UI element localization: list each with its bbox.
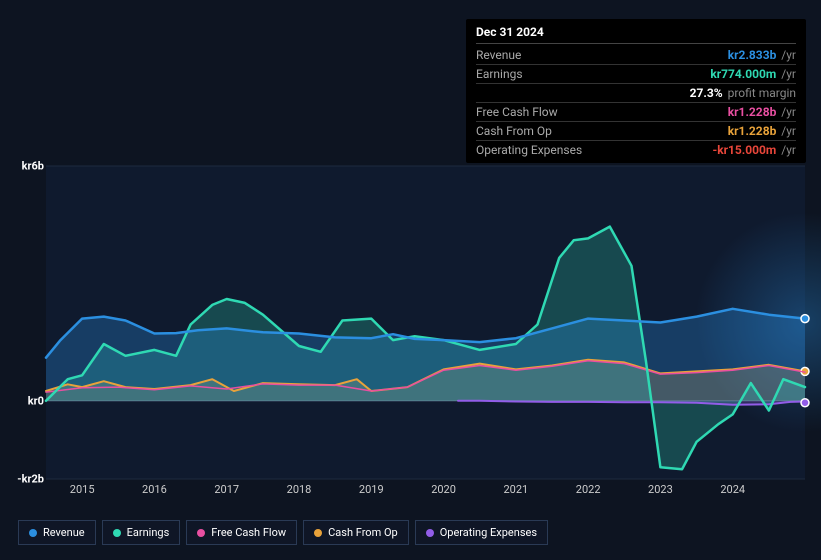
tooltip-row-label: Operating Expenses [476, 143, 582, 157]
x-axis-tick: 2015 [70, 479, 95, 496]
legend-item[interactable]: Revenue [18, 520, 96, 545]
chart-plot-area[interactable]: kr6bkr0-kr2b 201520162017201820192020202… [46, 166, 805, 479]
tooltip-row-value: kr2.833b [728, 48, 777, 62]
chart-svg [46, 166, 805, 479]
legend-label: Revenue [43, 526, 85, 539]
x-axis-tick: 2019 [359, 479, 384, 496]
legend-swatch [426, 529, 434, 537]
tooltip-row-unit: /yr [778, 124, 796, 138]
tooltip-date: Dec 31 2024 [476, 25, 796, 44]
tooltip-row: Revenue kr2.833b /yr [476, 46, 796, 65]
legend-label: Cash From Op [328, 526, 398, 539]
tooltip-row-value: 27.3% [690, 86, 723, 100]
x-axis-tick: 2024 [720, 479, 745, 496]
tooltip-row-unit: /yr [778, 48, 796, 62]
legend-item[interactable]: Cash From Op [303, 520, 409, 545]
x-axis-tick: 2022 [576, 479, 601, 496]
x-axis-tick: 2021 [503, 479, 528, 496]
chart-legend: Revenue Earnings Free Cash Flow Cash From O… [18, 520, 548, 545]
tooltip-row: Free Cash Flow kr1.228b /yr [476, 103, 796, 122]
x-axis-tick: 2018 [287, 479, 312, 496]
legend-label: Operating Expenses [440, 526, 537, 539]
tooltip-row-unit: /yr [778, 143, 796, 157]
legend-label: Free Cash Flow [211, 526, 286, 539]
tooltip-row-value: kr1.228b [728, 124, 777, 138]
tooltip-row-unit: /yr [778, 105, 796, 119]
tooltip-row-label: Free Cash Flow [476, 105, 558, 119]
legend-item[interactable]: Operating Expenses [415, 520, 548, 545]
tooltip-row-value: kr1.228b [728, 105, 777, 119]
x-axis-tick: 2023 [648, 479, 673, 496]
legend-swatch [197, 529, 205, 537]
x-axis-tick: 2020 [431, 479, 456, 496]
tooltip-row: Earnings kr774.000m /yr [476, 65, 796, 84]
tooltip-row-unit: profit margin [725, 86, 796, 100]
y-axis-tick: kr6b [22, 160, 46, 173]
tooltip-row-label: Earnings [476, 67, 523, 81]
tooltip-row: Operating Expenses -kr15.000m /yr [476, 141, 796, 159]
tooltip-row-value: kr774.000m [710, 67, 776, 81]
legend-swatch [29, 529, 37, 537]
chart-container: Dec 31 2024 Revenue kr2.833b /yr Earnings k… [0, 0, 821, 560]
tooltip-row-label: Revenue [476, 48, 521, 62]
x-axis-tick: 2016 [142, 479, 167, 496]
legend-label: Earnings [127, 526, 170, 539]
tooltip-row: Cash From Op kr1.228b /yr [476, 122, 796, 141]
x-axis-tick: 2017 [214, 479, 239, 496]
legend-item[interactable]: Free Cash Flow [186, 520, 297, 545]
tooltip-row: 27.3% profit margin [476, 84, 796, 103]
tooltip-row-value: -kr15.000m [712, 143, 776, 157]
legend-swatch [113, 529, 121, 537]
legend-item[interactable]: Earnings [102, 520, 181, 545]
chart-tooltip: Dec 31 2024 Revenue kr2.833b /yr Earnings k… [466, 19, 806, 163]
tooltip-row-label: Cash From Op [476, 124, 552, 138]
tooltip-row-unit: /yr [778, 67, 796, 81]
y-axis-tick: kr0 [28, 394, 46, 407]
y-axis-tick: -kr2b [17, 473, 46, 486]
legend-swatch [314, 529, 322, 537]
